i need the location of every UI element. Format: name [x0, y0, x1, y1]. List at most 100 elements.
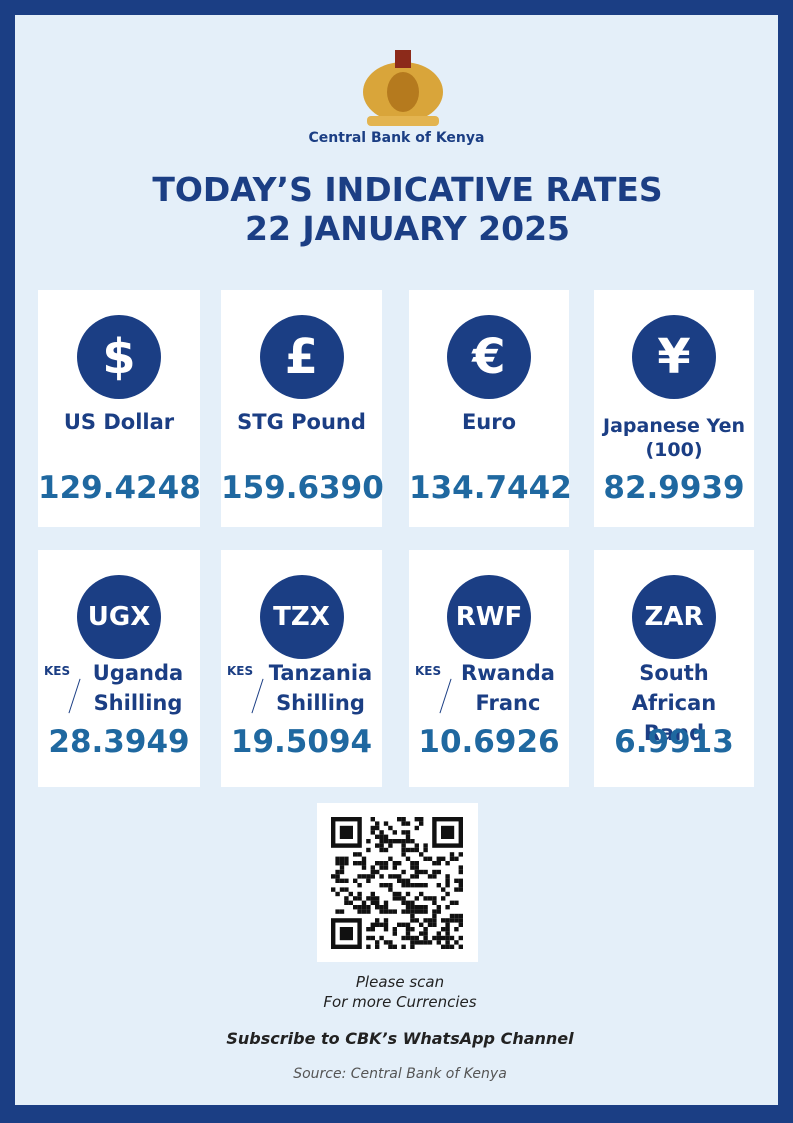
qr-module	[423, 927, 428, 932]
qr-module	[405, 834, 411, 839]
qr-module	[383, 922, 389, 927]
currency-icon: RWF	[447, 575, 531, 659]
qr-module	[423, 847, 428, 853]
qr-module	[388, 874, 393, 879]
qr-module	[401, 852, 406, 857]
currency-name: Tanzania Shilling	[221, 658, 382, 718]
qr-module	[375, 922, 380, 927]
qr-module	[335, 909, 340, 914]
qr-module	[370, 922, 375, 927]
qr-module	[401, 847, 406, 853]
qr-module	[375, 896, 380, 901]
qr-module	[401, 909, 406, 914]
qr-module	[392, 865, 397, 870]
qr-module	[449, 900, 455, 905]
currency-card: RWF Rwanda Franc KES 10.6926	[409, 550, 569, 787]
qr-module	[427, 896, 433, 901]
qr-module	[339, 865, 345, 870]
qr-module	[397, 922, 402, 927]
qr-module	[454, 878, 459, 883]
qr-module	[375, 905, 380, 910]
qr-module	[449, 918, 455, 923]
qr-module	[388, 909, 393, 914]
currency-icon: UGX	[77, 575, 161, 659]
scan-text: For more Currencies	[323, 993, 477, 1011]
qr-module	[379, 935, 384, 941]
title: TODAY’S INDICATIVE RATES	[152, 170, 663, 209]
qr-module	[379, 843, 384, 848]
qr-module	[445, 891, 450, 897]
qr-module	[353, 861, 358, 866]
qr-module	[335, 856, 340, 861]
qr-module	[361, 900, 367, 905]
qr-module	[449, 852, 455, 857]
qr-module	[397, 817, 402, 822]
qr-module	[339, 878, 345, 883]
qr-module	[366, 896, 371, 901]
qr-module	[414, 843, 419, 848]
qr-module	[458, 869, 463, 875]
qr-module	[357, 909, 362, 914]
currency-card: € Euro 134.7442	[409, 290, 572, 527]
name-line: Shilling	[93, 691, 183, 715]
qr-module	[445, 927, 450, 932]
qr-module	[392, 830, 397, 835]
qr-module	[436, 883, 441, 888]
qr-module	[410, 935, 415, 941]
qr-module	[436, 935, 441, 941]
qr-module	[344, 887, 349, 892]
name-line: Euro	[461, 410, 517, 434]
qr-module	[432, 913, 437, 919]
name-line: STG Pound	[237, 410, 366, 434]
qr-module	[383, 861, 389, 866]
qr-module	[414, 817, 419, 822]
qr-module	[414, 935, 419, 941]
qr-module	[383, 909, 389, 914]
name-line: Uganda	[92, 661, 184, 685]
qr-module	[432, 922, 437, 927]
qr-module	[361, 909, 367, 914]
qr-module	[410, 900, 415, 905]
qr-module	[458, 883, 463, 888]
qr-module	[410, 847, 415, 853]
qr-module	[419, 869, 424, 875]
qr-module	[361, 865, 367, 870]
qr-module	[366, 905, 371, 910]
qr-module	[383, 883, 389, 888]
currency-name: Rwanda Franc	[409, 658, 569, 718]
qr-module	[410, 940, 415, 945]
qr-module	[370, 825, 375, 831]
qr-module	[379, 847, 384, 853]
qr-module	[392, 861, 397, 866]
qr-module	[335, 861, 340, 866]
qr-module	[335, 874, 340, 879]
qr-module	[441, 896, 446, 901]
qr-module	[383, 927, 389, 932]
qr-module	[427, 922, 433, 927]
qr-module	[353, 852, 358, 857]
qr-module	[401, 830, 406, 835]
qr-module	[423, 896, 428, 901]
qr-module	[454, 940, 459, 945]
qr-module	[414, 869, 419, 875]
qr-module	[370, 874, 375, 879]
qr-module	[410, 861, 415, 866]
qr-module	[366, 878, 371, 883]
qr-module	[419, 852, 424, 857]
rate-value: 28.3949	[48, 724, 190, 760]
qr-module	[423, 843, 428, 848]
qr-module	[401, 817, 406, 822]
qr-module	[419, 905, 424, 910]
qr-module	[375, 861, 380, 866]
qr-module	[401, 896, 406, 901]
currency-icon: €	[447, 315, 531, 399]
qr-module	[458, 852, 463, 857]
qr-module	[353, 905, 358, 910]
qr-module	[410, 905, 415, 910]
qr-module	[410, 874, 415, 879]
qr-module	[458, 922, 463, 927]
qr-module	[401, 922, 406, 927]
qr-module	[353, 896, 358, 901]
qr-module	[375, 900, 380, 905]
qr-module	[366, 927, 371, 932]
